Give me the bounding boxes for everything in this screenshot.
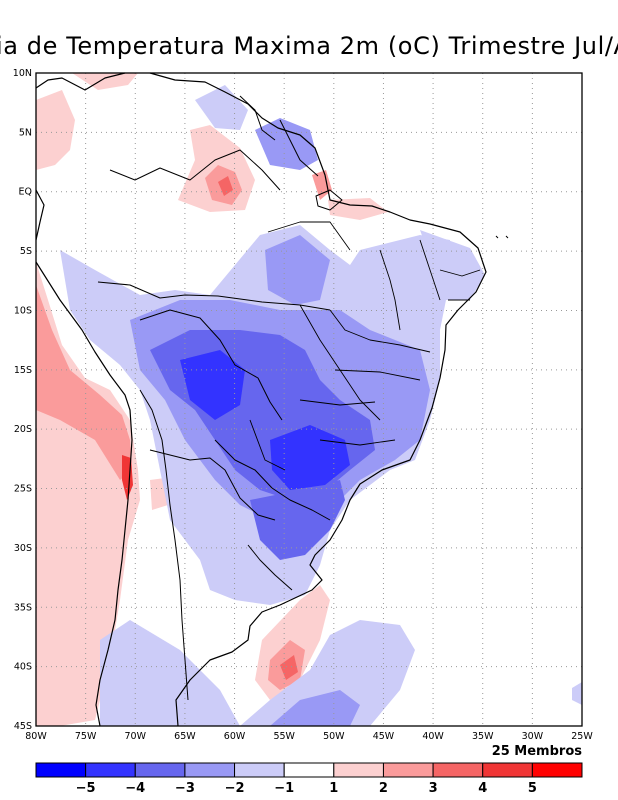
y-tick-label: 5N bbox=[19, 127, 32, 138]
cool-anomaly-northeast bbox=[420, 230, 485, 300]
colorbar-label: 2 bbox=[379, 781, 388, 796]
x-tick-label: 25W bbox=[571, 731, 593, 742]
cool-anomaly-south-brazil bbox=[250, 480, 345, 560]
x-tick-label: 35W bbox=[472, 731, 494, 742]
colorbar-label: −4 bbox=[125, 781, 145, 796]
x-tick-label: 60W bbox=[224, 731, 246, 742]
cool-anomaly-amazon-patch bbox=[265, 235, 330, 305]
x-tick-label: 30W bbox=[522, 731, 544, 742]
y-tick-label: 25S bbox=[14, 484, 32, 495]
cool-anomaly-south-atlantic bbox=[240, 620, 415, 726]
y-tick-label: 30S bbox=[14, 543, 32, 554]
x-tick-label: 75W bbox=[75, 731, 97, 742]
y-tick-label: 35S bbox=[14, 602, 32, 613]
colorbar-swatch bbox=[531, 762, 583, 778]
country-borders bbox=[97, 95, 331, 701]
colorbar-swatch bbox=[85, 762, 136, 778]
colorbar bbox=[35, 762, 583, 778]
map-title: ia de Temperatura Maxima 2m (oC) Trimest… bbox=[0, 32, 618, 60]
colorbar-swatch bbox=[35, 762, 87, 778]
colorbar-swatch bbox=[134, 762, 186, 778]
colorbar-label: 4 bbox=[478, 781, 487, 796]
cool-anomaly-pantanal-core bbox=[180, 350, 245, 420]
y-tick-label: 40S bbox=[14, 662, 32, 673]
y-tick-label: 20S bbox=[14, 424, 32, 435]
gridlines bbox=[36, 73, 582, 726]
cool-anomaly-guiana-coast bbox=[255, 118, 318, 170]
y-axis-ticks: 10N 5N EQ 5S 10S 15S 20S 25S 30S 35S 40S 45S bbox=[13, 68, 32, 732]
y-tick-label: 45S bbox=[14, 721, 32, 732]
islands bbox=[315, 189, 509, 239]
colorbar-label: −3 bbox=[175, 781, 195, 796]
colorbar-label: −2 bbox=[225, 781, 245, 796]
x-tick-label: 80W bbox=[25, 731, 47, 742]
y-tick-label: 15S bbox=[14, 365, 32, 376]
warm-anomaly-amapa bbox=[312, 170, 332, 200]
y-tick-label: EQ bbox=[19, 187, 32, 198]
colorbar-label: −5 bbox=[76, 781, 96, 796]
cool-anomaly-east-edge bbox=[572, 682, 582, 705]
colorbar-labels: −5 −4 −3 −2 −1 1 2 3 4 5 bbox=[76, 781, 537, 796]
x-tick-label: 45W bbox=[373, 731, 395, 742]
colorbar-swatch bbox=[283, 762, 335, 778]
y-tick-label: 5S bbox=[20, 246, 32, 257]
warm-anomaly-pacific-coast-mid bbox=[36, 285, 132, 480]
colorbar-swatch bbox=[184, 762, 236, 778]
cool-anomaly-venezuela bbox=[195, 85, 248, 130]
colorbar-swatch bbox=[432, 762, 484, 778]
warm-anomaly-north-coast bbox=[36, 90, 75, 170]
anomaly-fields bbox=[36, 73, 582, 726]
colorbar-swatch bbox=[333, 762, 384, 778]
colorbar-label: −1 bbox=[274, 781, 294, 796]
colorbar-label: 3 bbox=[429, 781, 438, 796]
warm-anomaly-roraima-core bbox=[218, 176, 233, 196]
x-tick-label: 55W bbox=[273, 731, 295, 742]
cool-anomaly-argentina-south bbox=[100, 620, 240, 726]
y-tick-label: 10N bbox=[13, 68, 32, 79]
x-tick-label: 70W bbox=[125, 731, 147, 742]
x-tick-label: 50W bbox=[323, 731, 345, 742]
y-tick-label: 10S bbox=[14, 305, 32, 316]
south-america-coastline bbox=[35, 72, 487, 727]
colorbar-label: 1 bbox=[329, 781, 338, 796]
x-tick-label: 40W bbox=[422, 731, 444, 742]
cool-anomaly-south-atlantic-mid bbox=[270, 690, 360, 726]
warm-anomaly-north-top bbox=[72, 73, 138, 90]
coastlines-and-borders bbox=[35, 72, 509, 727]
brazil-state-borders bbox=[249, 221, 481, 471]
map-frame bbox=[35, 72, 583, 727]
colorbar-swatch bbox=[234, 762, 285, 778]
x-axis-ticks: 80W 75W 70W 65W 60W 55W 50W 45W 40W 35W 30W 25W bbox=[25, 731, 593, 742]
members-label: 25 Membros bbox=[491, 744, 582, 759]
colorbar-label: 5 bbox=[528, 781, 537, 796]
colorbar-swatch bbox=[482, 762, 533, 778]
colorbar-swatch bbox=[382, 762, 434, 778]
x-tick-label: 65W bbox=[174, 731, 196, 742]
